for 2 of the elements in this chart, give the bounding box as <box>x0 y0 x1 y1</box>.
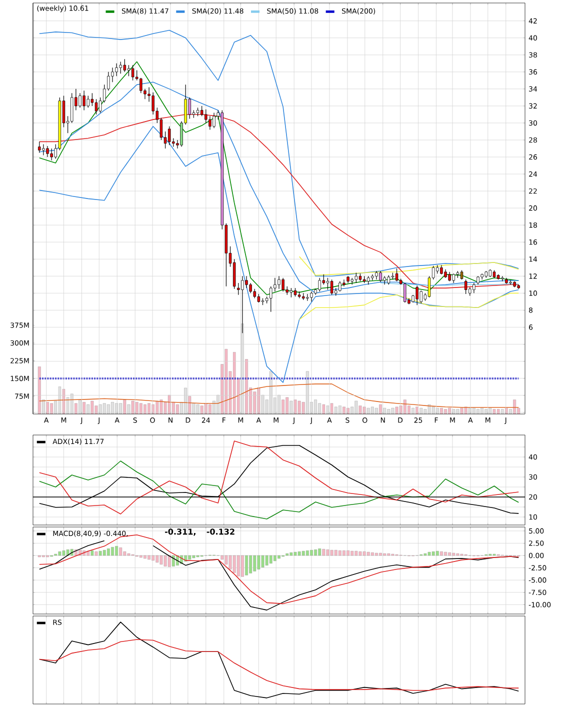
annotation: -0.311, <box>165 528 196 536</box>
annotation: -0.132 <box>206 528 234 535</box>
